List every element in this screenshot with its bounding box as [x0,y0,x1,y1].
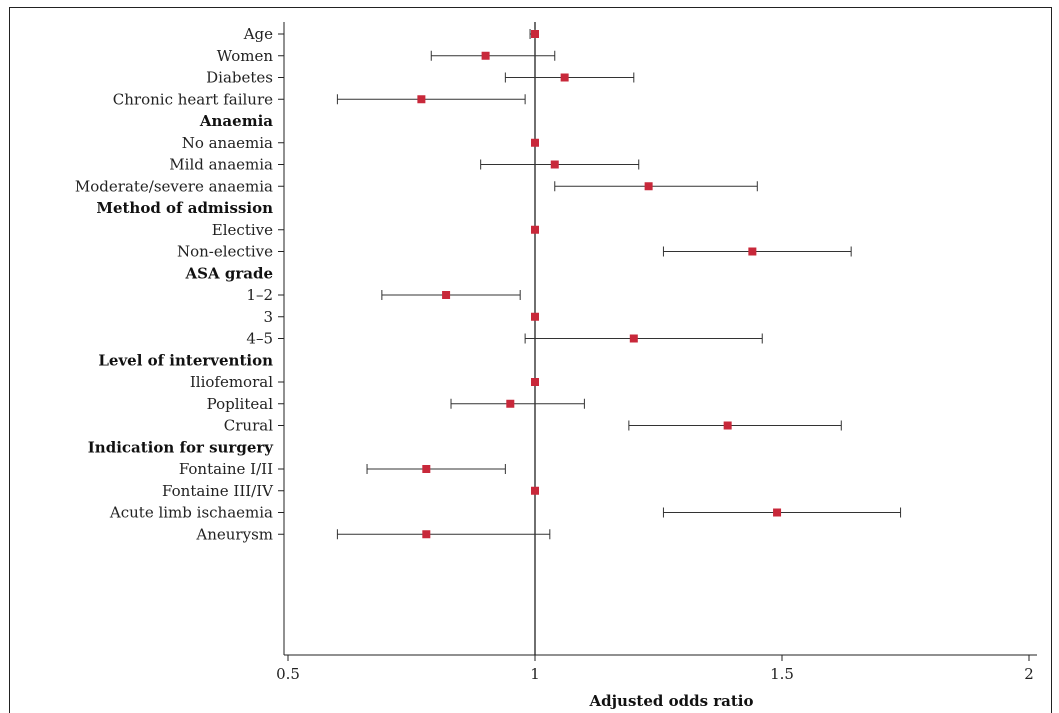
row-label: Moderate/severe anaemia [75,177,273,195]
row-label: Mild anaemia [169,156,273,174]
row-label: 4–5 [246,330,273,348]
x-tick-label: 1.5 [770,665,794,683]
row-label: Aneurysm [195,525,273,543]
row-label: 1–2 [246,286,273,304]
point-estimate [723,421,732,430]
point-estimate [644,182,653,191]
point-estimate [442,291,451,299]
row-label: Diabetes [206,69,273,87]
row-label: Non-elective [177,243,273,261]
x-tick-label: 1 [530,665,540,683]
row-labels: Age Women Diabetes Chronic heart failure Ana… [75,25,274,543]
row-label: Elective [212,221,273,239]
row-label: Crural [224,417,273,435]
point-estimate [629,334,638,343]
row-label: 3 [263,308,273,326]
chart-frame [9,7,1052,713]
row-label: Chronic heart failure [113,90,273,108]
point-estimate [550,160,559,169]
point-estimate [417,95,426,104]
point-estimate [531,225,539,234]
point-estimate [531,378,539,386]
x-tick-label: 0.5 [276,665,300,683]
row-label: No anaemia [182,134,273,152]
group-header: Anaemia [199,112,273,130]
x-axis: 0.5 1 1.5 2 Adjusted odds ratio [276,22,1037,710]
point-estimate [531,486,539,495]
row-label: Acute limb ischaemia [109,504,273,522]
row-label: Fontaine III/IV [162,482,274,500]
point-estimate [531,30,539,38]
point-estimate [422,530,431,539]
plot-rows [278,22,902,655]
row-label: Women [217,47,274,65]
point-estimate [773,508,782,517]
row-label: Age [243,25,273,43]
point-estimate [506,399,515,408]
point-estimate [531,138,539,147]
x-tick-label: 2 [1024,665,1034,683]
group-header: Indication for surgery [88,438,274,456]
row-label: Iliofemoral [190,373,273,391]
point-estimate [481,51,490,60]
point-estimate [748,247,757,256]
point-estimate [531,312,539,321]
group-header: Method of admission [96,199,273,217]
row-label: Fontaine I/II [179,460,273,478]
row-label: Popliteal [207,395,274,413]
point-estimate [422,465,431,473]
group-header: Level of intervention [98,351,273,369]
point-estimate [560,73,569,82]
x-axis-label: Adjusted odds ratio [589,692,754,710]
group-header: ASA grade [185,264,273,282]
